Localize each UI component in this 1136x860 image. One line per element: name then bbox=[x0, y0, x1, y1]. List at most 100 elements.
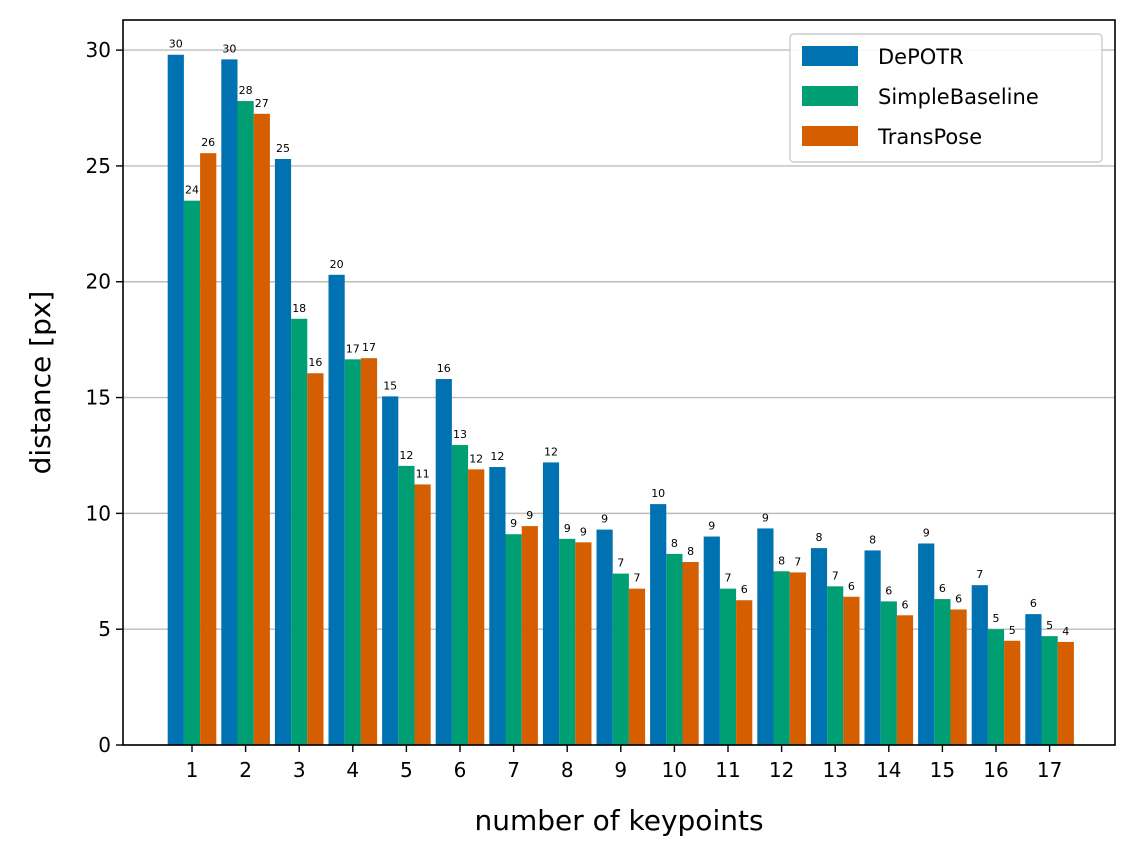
bar-value-label: 30 bbox=[169, 38, 183, 51]
y-tick-label: 30 bbox=[86, 38, 111, 62]
bar-transpose bbox=[307, 373, 324, 745]
x-axis-title: number of keypoints bbox=[474, 804, 763, 837]
bar-simplebaseline bbox=[773, 571, 790, 745]
bars bbox=[167, 54, 1074, 746]
bar-depotr bbox=[167, 54, 184, 746]
bar-simplebaseline bbox=[237, 101, 254, 745]
bar-depotr bbox=[435, 379, 452, 745]
bar-value-label: 17 bbox=[346, 342, 360, 355]
bar-value-label: 7 bbox=[832, 569, 839, 582]
bar-value-label: 5 bbox=[1009, 624, 1016, 637]
bar-transpose bbox=[950, 609, 967, 745]
bar-value-label: 12 bbox=[544, 445, 558, 458]
legend-label: DePOTR bbox=[878, 45, 964, 69]
bar-depotr bbox=[864, 550, 881, 745]
x-tick-label: 15 bbox=[930, 758, 955, 782]
bar-depotr bbox=[221, 59, 238, 745]
y-tick-label: 5 bbox=[98, 617, 111, 641]
bar-value-label: 8 bbox=[816, 531, 823, 544]
bar-simplebaseline bbox=[291, 318, 308, 745]
bar-transpose bbox=[521, 526, 538, 745]
x-tick-label: 10 bbox=[662, 758, 687, 782]
bar-depotr bbox=[703, 536, 720, 745]
bar-value-label: 7 bbox=[617, 557, 624, 570]
bar-depotr bbox=[596, 529, 613, 745]
bar-value-label: 7 bbox=[725, 572, 732, 585]
bar-value-label: 25 bbox=[276, 142, 290, 155]
bar-value-label: 9 bbox=[510, 517, 517, 530]
bar-transpose bbox=[736, 600, 753, 745]
x-tick-label: 14 bbox=[876, 758, 901, 782]
bar-transpose bbox=[360, 358, 378, 745]
bar-depotr bbox=[650, 504, 667, 745]
legend-swatch bbox=[802, 86, 858, 106]
bar-depotr bbox=[810, 548, 828, 745]
bar-value-label: 4 bbox=[1062, 625, 1069, 638]
bar-simplebaseline bbox=[505, 534, 522, 745]
x-axis: 1 2 3 4 5 6 7 8 9 10 11 12 13 14 15 16 17 bbox=[186, 745, 1062, 782]
bar-depotr bbox=[328, 274, 345, 745]
bar-value-label: 7 bbox=[976, 568, 983, 581]
legend-swatch bbox=[802, 46, 858, 66]
bar-value-label: 5 bbox=[993, 612, 1000, 625]
bar-value-label: 9 bbox=[708, 520, 715, 533]
bar-simplebaseline bbox=[559, 538, 576, 745]
bar-value-label: 16 bbox=[437, 362, 451, 375]
legend-label: TransPose bbox=[877, 125, 982, 149]
x-tick-label: 16 bbox=[983, 758, 1008, 782]
y-axis-title: distance [px] bbox=[24, 291, 57, 475]
bar-value-label: 13 bbox=[453, 428, 467, 441]
bar-value-label: 12 bbox=[469, 452, 483, 465]
bar-simplebaseline bbox=[827, 586, 844, 745]
bar-transpose bbox=[253, 113, 270, 745]
y-tick-label: 25 bbox=[86, 154, 111, 178]
y-tick-label: 15 bbox=[86, 386, 111, 410]
bar-value-label: 18 bbox=[292, 302, 306, 315]
bar-transpose bbox=[575, 542, 592, 745]
x-tick-label: 3 bbox=[293, 758, 306, 782]
legend: DePOTR SimpleBaseline TransPose bbox=[789, 33, 1103, 163]
bar-transpose bbox=[414, 484, 431, 745]
bar-simplebaseline bbox=[987, 629, 1005, 745]
bar-value-label: 9 bbox=[601, 513, 608, 526]
bar-transpose bbox=[628, 588, 646, 745]
bar-value-label: 10 bbox=[651, 487, 665, 500]
bar-transpose bbox=[843, 596, 860, 745]
bar-simplebaseline bbox=[183, 200, 201, 746]
y-tick-label: 0 bbox=[98, 733, 111, 757]
legend-label: SimpleBaseline bbox=[878, 85, 1039, 109]
bar-depotr bbox=[971, 585, 988, 745]
bar-value-label: 6 bbox=[902, 598, 909, 611]
bar-value-label: 6 bbox=[848, 580, 855, 593]
bar-value-label: 8 bbox=[687, 545, 694, 558]
x-tick-label: 2 bbox=[239, 758, 252, 782]
plot-frame bbox=[122, 19, 1116, 746]
x-tick-label: 5 bbox=[400, 758, 413, 782]
bar-simplebaseline bbox=[344, 359, 361, 745]
bar-value-label: 6 bbox=[885, 584, 892, 597]
bar-depotr bbox=[918, 543, 935, 745]
y-tick-label: 20 bbox=[86, 270, 111, 294]
bar-value-label: 7 bbox=[634, 572, 641, 585]
bar-value-label: 9 bbox=[526, 509, 533, 522]
bar-value-label: 8 bbox=[778, 554, 785, 567]
bar-value-label: 17 bbox=[362, 341, 376, 354]
bar-simplebaseline bbox=[934, 599, 951, 745]
bar-value-label: 30 bbox=[222, 42, 236, 55]
bar-value-label: 9 bbox=[580, 525, 587, 538]
bar-value-label: 6 bbox=[741, 583, 748, 596]
bar-simplebaseline bbox=[398, 465, 415, 745]
x-tick-label: 1 bbox=[186, 758, 199, 782]
bar-simplebaseline bbox=[1041, 636, 1058, 745]
bar-value-label: 9 bbox=[923, 526, 930, 539]
bar-value-label: 28 bbox=[239, 84, 253, 97]
bar-depotr bbox=[1025, 614, 1042, 745]
bar-value-label: 6 bbox=[955, 592, 962, 605]
bar-transpose bbox=[1057, 641, 1074, 745]
bar-transpose bbox=[789, 572, 806, 745]
bar-simplebaseline bbox=[612, 573, 629, 745]
x-tick-label: 6 bbox=[454, 758, 467, 782]
bar-value-label: 6 bbox=[1030, 597, 1037, 610]
bar-value-label: 7 bbox=[794, 555, 801, 568]
